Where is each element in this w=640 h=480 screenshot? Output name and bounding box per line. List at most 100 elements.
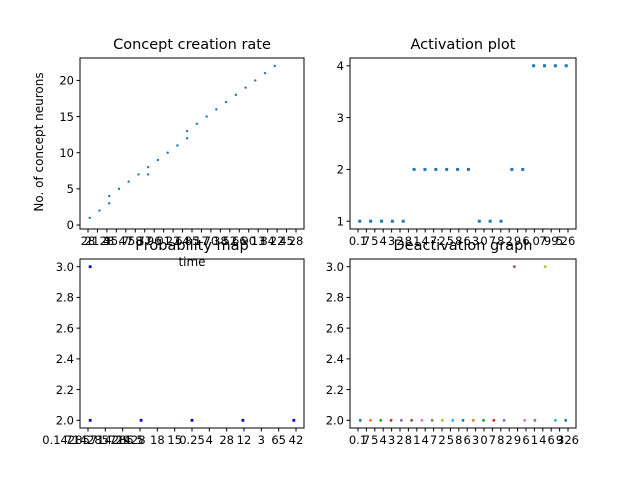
probability-data-point bbox=[190, 418, 194, 422]
activation-data-point bbox=[401, 219, 405, 223]
concept-data-point bbox=[98, 209, 101, 212]
concept-xtick-label: 66 bbox=[232, 234, 247, 248]
deactivation-points bbox=[358, 265, 568, 422]
concept-data-point bbox=[137, 173, 140, 176]
activation-xtick-label: 6 bbox=[464, 234, 471, 248]
activation-title: Activation plot bbox=[411, 37, 516, 53]
activation-xtick-label: 2 bbox=[506, 234, 513, 248]
probability-points bbox=[88, 265, 296, 422]
activation-ytick-label: 2 bbox=[337, 163, 344, 177]
concept-title: Concept creation rate bbox=[113, 37, 271, 53]
deactivation-xtick-label: 8 bbox=[497, 433, 504, 447]
activation-data-point bbox=[434, 167, 438, 171]
probability-y-axis: 2.0 2.2 2.4 2.6 2.8 3.0 bbox=[56, 260, 80, 428]
probability-xtick-label: 0.25 bbox=[179, 433, 205, 447]
deactivation-xtick-label: 7 bbox=[363, 433, 370, 447]
probability-xtick-label: 42 bbox=[289, 433, 304, 447]
deactivation-ytick-label: 2.2 bbox=[326, 383, 344, 397]
deactivation-data-point bbox=[399, 418, 403, 422]
deactivation-xtick-label: 4 bbox=[380, 433, 387, 447]
deactivation-data-point bbox=[379, 418, 383, 422]
activation-xtick-label: 7 bbox=[539, 234, 546, 248]
activation-ytick-label: 4 bbox=[337, 59, 344, 73]
concept-xtick-label: 70 bbox=[204, 234, 219, 248]
deactivation-data-point bbox=[420, 418, 424, 422]
deactivation-xtick-label: 9 bbox=[556, 433, 563, 447]
activation-y-axis: 1 2 3 4 bbox=[337, 59, 350, 228]
probability-xtick-label: 18 bbox=[150, 433, 165, 447]
concept-data-point bbox=[108, 202, 111, 205]
deactivation-ytick-label: 2.6 bbox=[326, 321, 344, 335]
deactivation-data-point bbox=[502, 418, 506, 422]
activation-xtick-label: 26 bbox=[561, 234, 576, 248]
activation-xtick-label: 8 bbox=[497, 234, 504, 248]
probability-ytick-label: 2.8 bbox=[56, 291, 74, 305]
probability-xtick-label: 0.14285714285 bbox=[42, 433, 133, 447]
activation-xtick-label: 3 bbox=[388, 234, 395, 248]
deactivation-plot-frame bbox=[349, 258, 577, 429]
concept-xtick-label: 84 bbox=[260, 234, 275, 248]
probability-ytick-label: 2.4 bbox=[56, 352, 74, 366]
activation-plot-frame bbox=[349, 57, 577, 230]
deactivation-xtick-label: 9 bbox=[514, 433, 521, 447]
probability-ytick-label: 2.0 bbox=[56, 414, 74, 428]
deactivation-xtick-label: 1 bbox=[531, 433, 538, 447]
concept-xtick-label: 85 bbox=[185, 234, 200, 248]
activation-data-point bbox=[380, 219, 384, 223]
concept-data-point bbox=[117, 187, 121, 191]
activation-xtick-label: 4 bbox=[422, 234, 429, 248]
probability-plot-frame bbox=[79, 258, 305, 429]
probability-xtick-label: 15 bbox=[167, 433, 182, 447]
activation-xtick-label: 99 bbox=[544, 234, 559, 248]
concept-ytick-label: 10 bbox=[59, 146, 74, 160]
deactivation-data-point bbox=[451, 418, 455, 422]
concept-xtick-label: 58 bbox=[128, 234, 143, 248]
deactivation-ytick-label: 2.8 bbox=[326, 291, 344, 305]
activation-data-point bbox=[369, 219, 373, 223]
deactivation-data-point bbox=[492, 418, 496, 422]
deactivation-ytick-label: 3.0 bbox=[326, 260, 344, 274]
deactivation-data-point bbox=[533, 418, 537, 422]
concept-xtick-label: 22 bbox=[270, 234, 285, 248]
concept-xtick-label: 77 bbox=[137, 234, 152, 248]
activation-data-point bbox=[477, 219, 481, 223]
deactivation-xtick-label: 5 bbox=[447, 433, 454, 447]
deactivation-data-point bbox=[512, 265, 516, 269]
probability-ytick-label: 2.2 bbox=[56, 383, 74, 397]
concept-data-point bbox=[108, 194, 111, 198]
activation-xtick-label: 9 bbox=[514, 234, 521, 248]
concept-data-point bbox=[263, 71, 267, 75]
activation-xtick-label: 2 bbox=[438, 234, 445, 248]
concept-data-point bbox=[254, 79, 257, 82]
deactivation-xtick-label: 7 bbox=[430, 433, 437, 447]
concept-data-point bbox=[215, 108, 218, 111]
concept-data-point bbox=[127, 180, 130, 183]
activation-ytick-label: 1 bbox=[337, 214, 344, 228]
activation-xtick-label: 2 bbox=[396, 234, 403, 248]
deactivation-data-point bbox=[543, 265, 547, 269]
concept-points bbox=[88, 64, 276, 219]
activation-xtick-label: 0 bbox=[480, 234, 487, 248]
deactivation-xtick-label: 326 bbox=[557, 433, 579, 447]
concept-xtick-label: 45 bbox=[279, 234, 294, 248]
activation-data-point bbox=[412, 167, 416, 171]
activation-xtick-label: 0.1 bbox=[349, 234, 367, 248]
activation-xtick-label: 5 bbox=[371, 234, 378, 248]
concept-xtick-label: 90 bbox=[241, 234, 256, 248]
activation-data-point bbox=[553, 64, 557, 68]
deactivation-data-point bbox=[410, 418, 414, 422]
probability-data-point bbox=[292, 418, 296, 422]
deactivation-xtick-label: 1 bbox=[413, 433, 420, 447]
deactivation-ytick-label: 2.0 bbox=[326, 414, 344, 428]
probability-xtick-label: 12 bbox=[237, 433, 252, 447]
concept-data-point bbox=[195, 122, 199, 125]
concept-data-point bbox=[205, 115, 208, 118]
deactivation-data-point bbox=[358, 418, 362, 422]
deactivation-data-point bbox=[461, 418, 465, 422]
activation-xtick-label: 3 bbox=[472, 234, 479, 248]
probability-data-point bbox=[88, 265, 92, 269]
activation-data-point bbox=[445, 167, 449, 171]
activation-xtick-label: 5 bbox=[556, 234, 563, 248]
